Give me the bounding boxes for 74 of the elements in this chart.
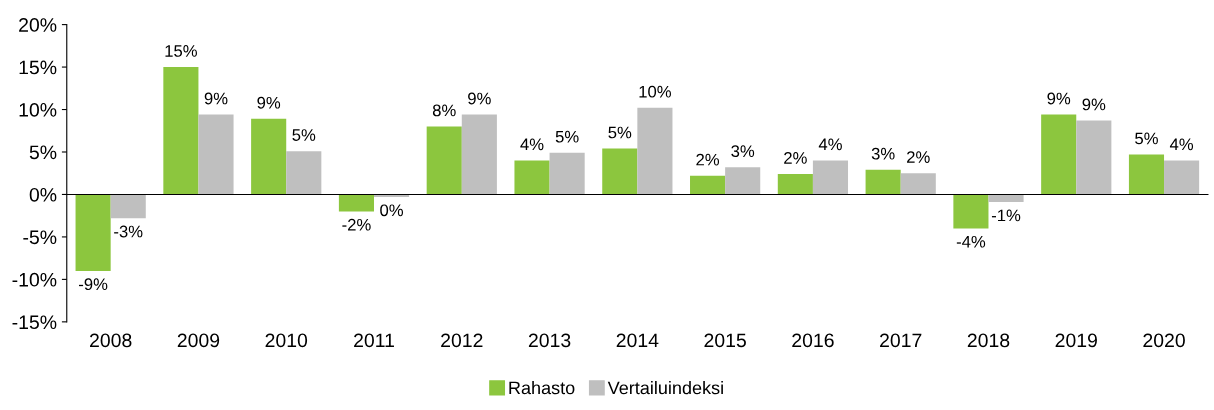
y-tick-label: -10%	[12, 272, 57, 287]
bar	[286, 151, 322, 195]
data-label: 9%	[1082, 98, 1106, 111]
x-tick-label: 2018	[967, 333, 1010, 348]
data-label: -9%	[79, 278, 108, 291]
data-label: 9%	[257, 96, 281, 109]
bar	[900, 173, 936, 195]
data-label: 4%	[818, 138, 842, 151]
data-label: -2%	[342, 218, 371, 231]
bar	[198, 114, 234, 195]
legend-label: Rahasto	[509, 381, 575, 395]
y-tick-label: 15%	[19, 60, 57, 75]
data-label: -3%	[114, 225, 143, 238]
data-label: 4%	[520, 138, 544, 151]
y-tick-label: 10%	[19, 103, 57, 117]
bar	[865, 169, 901, 195]
x-tick-label: 2012	[441, 333, 483, 348]
data-label: 8%	[432, 104, 456, 117]
data-label: 5%	[1135, 132, 1158, 145]
bar	[1076, 120, 1112, 195]
x-tick-label: 2014	[616, 333, 659, 348]
data-label: 4%	[1169, 138, 1194, 151]
x-tick-label: 2013	[528, 333, 571, 348]
bar	[110, 194, 146, 219]
x-tick-label: 2016	[792, 333, 834, 348]
data-label: -4%	[956, 235, 986, 248]
data-label: 2%	[907, 151, 930, 163]
data-label: 0%	[380, 204, 404, 217]
bar	[690, 175, 726, 195]
data-label: 2%	[784, 152, 807, 164]
x-tick-label: 2009	[177, 333, 220, 348]
data-label: 5%	[555, 130, 579, 143]
bar	[338, 194, 375, 212]
y-tick-label: -15%	[12, 315, 57, 330]
x-tick-label: 2010	[265, 333, 308, 348]
x-tick-label: 2019	[1055, 333, 1097, 348]
x-tick-label: 2015	[704, 333, 746, 348]
data-label: 10%	[639, 85, 671, 98]
bar	[163, 67, 199, 195]
bar	[514, 160, 550, 195]
y-tick-label: 5%	[29, 145, 57, 160]
y-tick-label: -5%	[23, 230, 57, 245]
bar	[75, 194, 111, 271]
bar	[812, 160, 849, 195]
data-label: 3%	[871, 147, 895, 160]
bar	[602, 148, 638, 195]
x-tick-label: 2008	[90, 333, 132, 348]
bar	[251, 118, 287, 195]
bar	[1041, 114, 1077, 195]
data-label: 9%	[1047, 92, 1071, 105]
data-label: 9%	[468, 92, 491, 105]
x-tick-label: 2017	[880, 333, 922, 348]
data-label: 5%	[292, 129, 316, 141]
legend-label: Vertailuindeksi	[607, 381, 723, 395]
data-label: -1%	[991, 209, 1021, 222]
data-label: 5%	[608, 126, 632, 139]
data-label: 3%	[731, 145, 755, 158]
bar	[426, 126, 462, 195]
bar	[1128, 154, 1165, 195]
data-label: 2%	[696, 153, 720, 166]
bar	[1164, 160, 1200, 195]
bar	[637, 107, 673, 195]
x-tick-label: 2020	[1143, 333, 1185, 348]
bar	[461, 114, 497, 195]
y-tick-label: 0%	[29, 187, 57, 202]
data-label: 15%	[165, 45, 197, 57]
x-tick-label: 2011	[354, 333, 394, 348]
bar	[725, 167, 761, 195]
data-label: 9%	[204, 92, 228, 105]
bar	[549, 152, 585, 195]
bar	[777, 174, 813, 195]
y-tick-label: 20%	[19, 18, 57, 32]
bar	[988, 194, 1024, 203]
bar	[953, 194, 989, 229]
